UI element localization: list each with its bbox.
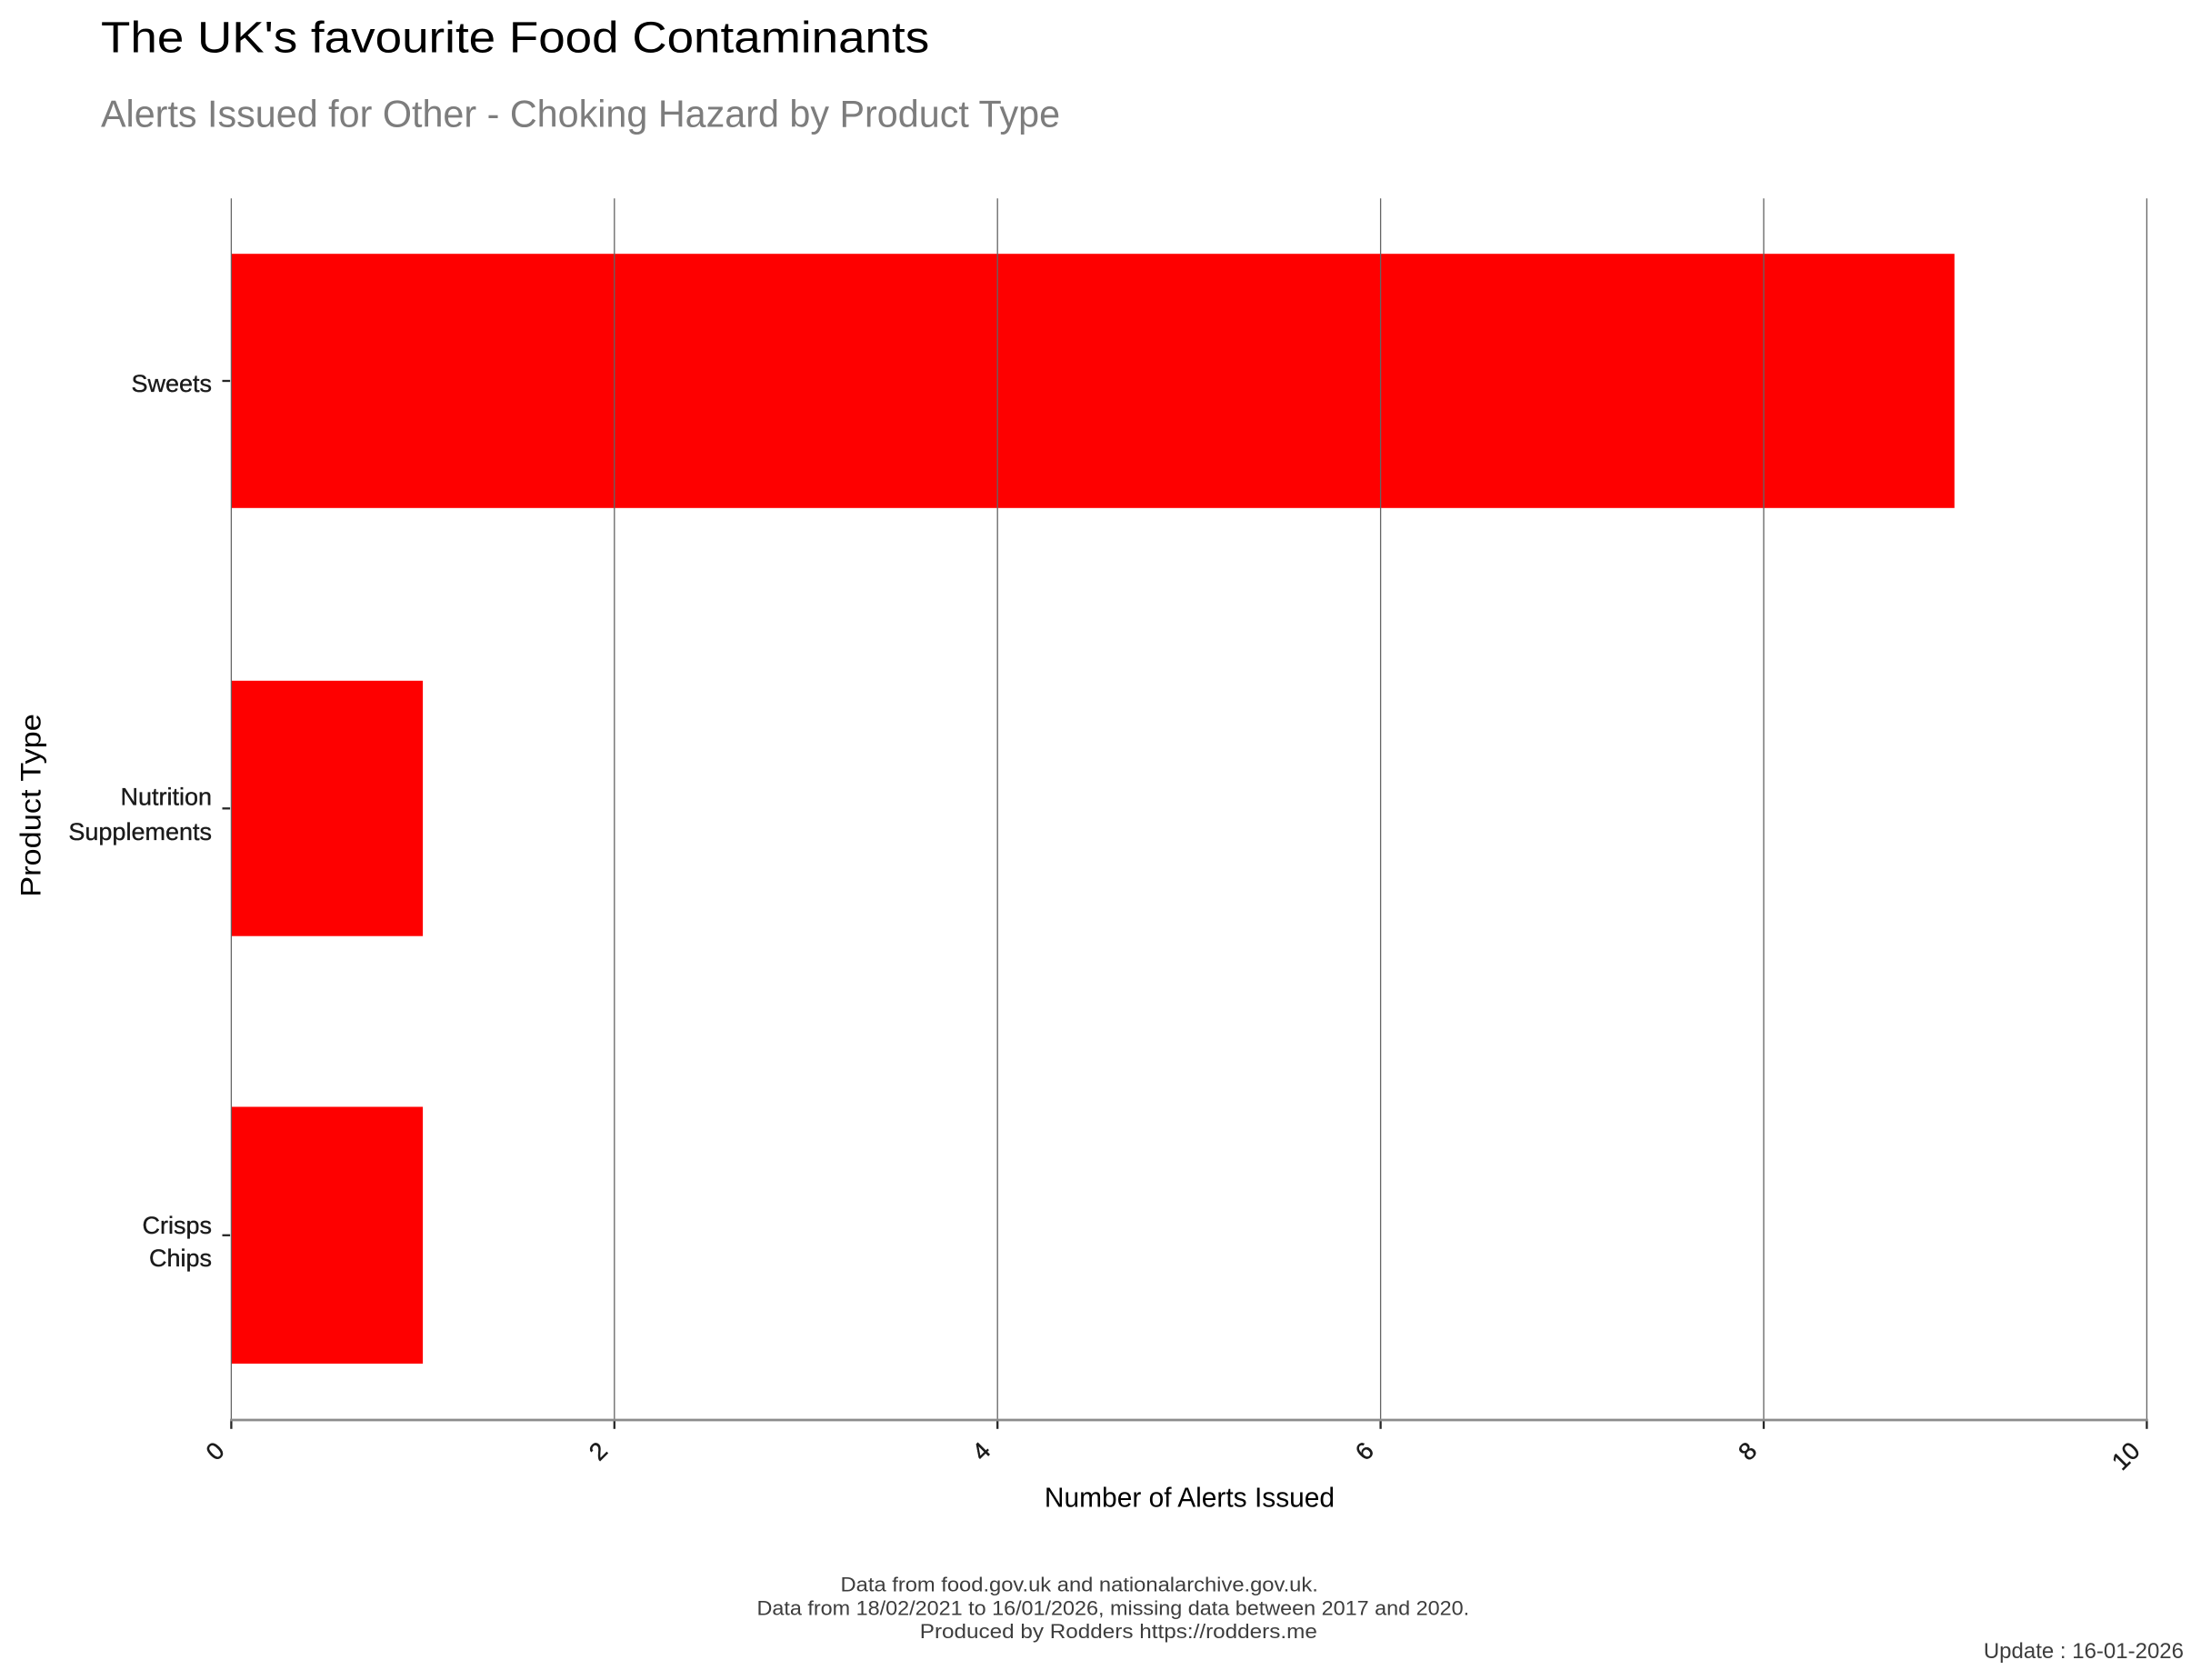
svg-text:Data from 18/02/2021 to 16/01/: Data from 18/02/2021 to 16/01/2026, miss… bbox=[757, 1596, 1470, 1619]
svg-text:Supplements: Supplements bbox=[68, 818, 212, 845]
svg-text:Produced by Rodders https://ro: Produced by Rodders https://rodders.me bbox=[920, 1620, 1317, 1643]
svg-text:Nutrition: Nutrition bbox=[120, 784, 212, 811]
svg-text:Update : 16-01-2026: Update : 16-01-2026 bbox=[1984, 1639, 2184, 1664]
svg-text:Chips: Chips bbox=[149, 1245, 212, 1272]
svg-text:Product Type: Product Type bbox=[15, 714, 46, 897]
svg-text:The UK's favourite Food Contam: The UK's favourite Food Contaminants bbox=[101, 13, 929, 62]
svg-text:Alerts Issued for Other - Chok: Alerts Issued for Other - Choking Hazard… bbox=[101, 93, 1060, 135]
svg-text:Number of Alerts Issued: Number of Alerts Issued bbox=[1045, 1482, 1335, 1514]
svg-text:Sweets: Sweets bbox=[131, 370, 212, 397]
svg-text:Data from food.gov.uk and nati: Data from food.gov.uk and nationalarchiv… bbox=[841, 1573, 1318, 1595]
svg-text:Crisps: Crisps bbox=[142, 1212, 212, 1239]
